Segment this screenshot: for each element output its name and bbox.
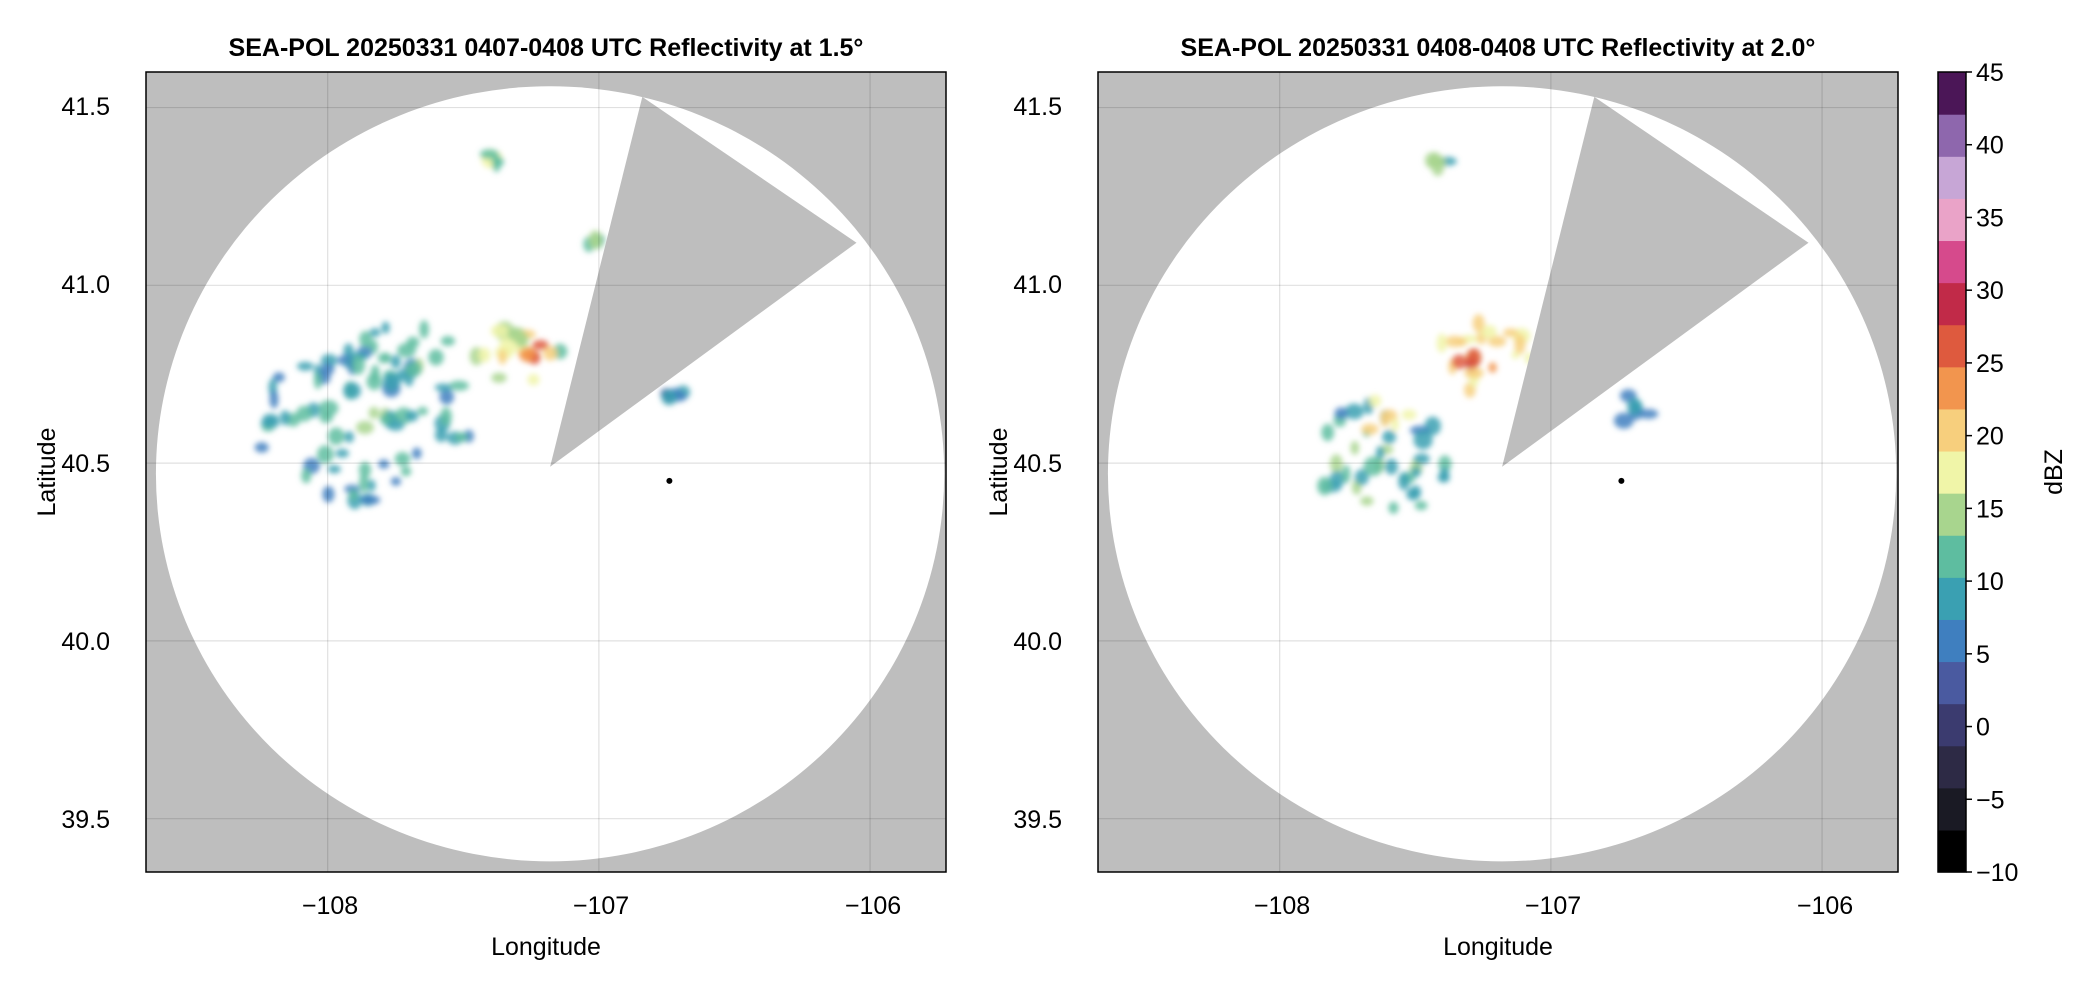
colorbar-swatch-1 — [1938, 787, 1966, 831]
right-ytick-label-2: 40.5 — [1013, 450, 1062, 478]
right-ytick-label-0: 39.5 — [1013, 806, 1062, 834]
left-xtick-label-0: −108 — [302, 892, 358, 920]
colorbar-swatch-4 — [1938, 661, 1966, 705]
colorbar-tick-label-9: 35 — [1976, 204, 2004, 232]
left-radar-coverage — [155, 86, 945, 862]
colorbar-tick-label-1: −5 — [1976, 786, 2005, 814]
left-echo-5 — [479, 149, 504, 173]
right-echo-2 — [1436, 314, 1534, 398]
colorbar-swatch-14 — [1938, 240, 1966, 284]
colorbar-tick-label-7: 25 — [1976, 350, 2004, 378]
left-ytick-label-2: 40.5 — [61, 450, 110, 478]
colorbar-swatch-9 — [1938, 450, 1966, 494]
right-echo-3 — [1451, 348, 1497, 379]
left-xtick-label-1: −107 — [573, 892, 629, 920]
colorbar-swatch-3 — [1938, 703, 1966, 747]
left-ytick-label-4: 41.5 — [61, 93, 110, 121]
colorbar-ticks: −10 −5 0 5 10 15 20 25 30 35 40 45 — [1966, 59, 2018, 887]
right-ytick-label-3: 41.0 — [1013, 271, 1062, 299]
right-echo-1 — [1361, 394, 1417, 435]
colorbar: −10 −5 0 5 10 15 20 25 30 35 40 45 dBZ — [1937, 59, 2068, 887]
right-panel-title: SEA-POL 20250331 0408-0408 UTC Reflectiv… — [1181, 34, 1816, 62]
colorbar-tick-label-5: 15 — [1976, 495, 2004, 523]
left-echo-4 — [660, 385, 691, 406]
colorbar-tick-label-2: 0 — [1976, 714, 1990, 742]
left-xaxis-label: Longitude — [491, 933, 601, 961]
colorbar-swatch-8 — [1938, 493, 1966, 536]
right-radar-panel: SEA-POL 20250331 0408-0408 UTC Reflectiv… — [985, 34, 1899, 961]
left-echo-1 — [349, 320, 456, 387]
colorbar-swatch-5 — [1938, 619, 1966, 663]
colorbar-swatch-17 — [1938, 114, 1966, 157]
left-xtick-label-2: −106 — [845, 892, 901, 920]
right-echo-0 — [1317, 397, 1452, 514]
left-echo-6 — [583, 230, 605, 253]
right-ytick-label-4: 41.5 — [1013, 93, 1062, 121]
left-ytick-label-3: 41.0 — [61, 271, 110, 299]
right-ytick-label-1: 40.0 — [1013, 628, 1062, 656]
colorbar-frame — [1937, 71, 1967, 873]
left-echo-3 — [517, 340, 558, 365]
colorbar-swatch-13 — [1938, 282, 1966, 326]
right-xtick-label-0: −108 — [1254, 892, 1310, 920]
colorbar-tick-label-10: 40 — [1976, 132, 2004, 160]
right-xtick-label-1: −107 — [1525, 892, 1581, 920]
right-echo-5 — [1424, 152, 1457, 176]
colorbar-tick-label-8: 30 — [1976, 277, 2004, 305]
right-xtick-label-2: −106 — [1797, 892, 1853, 920]
right-plot-data — [1107, 86, 1897, 862]
left-blocked-sector — [550, 96, 857, 467]
left-plot-frame — [145, 71, 947, 873]
colorbar-swatch-2 — [1938, 745, 1966, 789]
colorbar-tick-label-4: 10 — [1976, 568, 2004, 596]
colorbar-swatch-15 — [1938, 198, 1966, 242]
left-ytick-label-1: 40.0 — [61, 628, 110, 656]
right-site-marker — [1618, 477, 1625, 484]
left-yaxis-label: Latitude — [33, 428, 61, 517]
left-gridlines — [146, 72, 946, 872]
right-echo-layer — [1317, 152, 1659, 514]
right-echo-4 — [1613, 389, 1659, 429]
colorbar-label: dBZ — [2040, 449, 2068, 495]
colorbar-tick-label-3: 5 — [1976, 641, 1990, 669]
colorbar-swatch-11 — [1938, 366, 1966, 410]
right-xaxis-label: Longitude — [1443, 933, 1553, 961]
left-site-marker — [666, 477, 673, 484]
colorbar-tick-label-11: 45 — [1976, 59, 2004, 87]
colorbar-swatch-10 — [1938, 408, 1966, 452]
colorbar-swatch-6 — [1938, 577, 1966, 620]
left-plot-data — [155, 86, 945, 862]
left-panel-title: SEA-POL 20250331 0407-0408 UTC Reflectiv… — [229, 34, 864, 62]
left-echo-layer — [254, 149, 691, 510]
right-blocked-sector — [1502, 96, 1809, 467]
right-radar-coverage — [1107, 86, 1897, 862]
colorbar-swatches — [1938, 72, 1966, 873]
right-plot-frame — [1097, 71, 1899, 873]
right-gridlines — [1098, 72, 1898, 872]
colorbar-swatch-18 — [1938, 72, 1966, 115]
colorbar-swatch-12 — [1938, 324, 1966, 368]
left-radar-panel: SEA-POL 20250331 0407-0408 UTC Reflectiv… — [33, 34, 947, 961]
left-ytick-label-0: 39.5 — [61, 806, 110, 834]
colorbar-tick-label-6: 20 — [1976, 423, 2004, 451]
colorbar-swatch-0 — [1938, 829, 1966, 873]
colorbar-swatch-7 — [1938, 535, 1966, 578]
right-yaxis-label: Latitude — [985, 428, 1013, 517]
colorbar-swatch-16 — [1938, 156, 1966, 199]
colorbar-tick-label-0: −10 — [1976, 859, 2018, 887]
